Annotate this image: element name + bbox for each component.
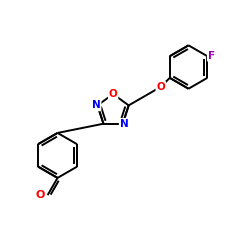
Text: O: O [109, 89, 118, 99]
Text: N: N [120, 119, 128, 129]
Text: O: O [36, 190, 45, 200]
Text: F: F [208, 51, 215, 61]
Text: O: O [156, 82, 165, 92]
Text: N: N [92, 100, 100, 110]
